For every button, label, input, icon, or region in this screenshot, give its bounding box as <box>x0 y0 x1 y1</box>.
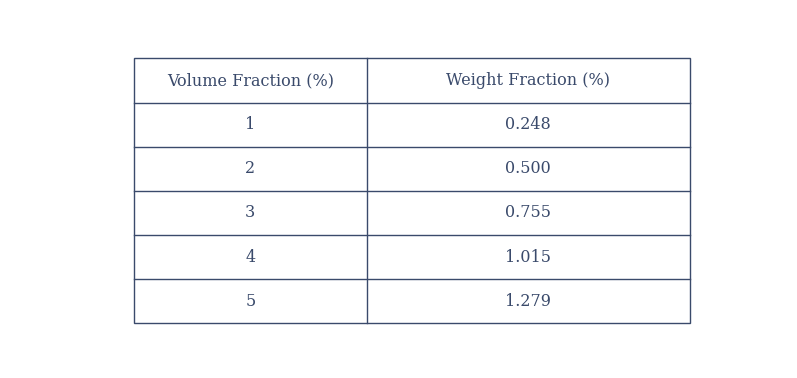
Text: 4: 4 <box>245 249 255 266</box>
Text: 3: 3 <box>245 204 256 222</box>
Text: 0.248: 0.248 <box>505 116 552 133</box>
Text: 0.500: 0.500 <box>505 160 552 177</box>
Text: Weight Fraction (%): Weight Fraction (%) <box>446 72 611 89</box>
Text: 2: 2 <box>245 160 255 177</box>
Text: 0.755: 0.755 <box>505 204 552 222</box>
Text: Volume Fraction (%): Volume Fraction (%) <box>167 72 334 89</box>
Text: 1.015: 1.015 <box>505 249 552 266</box>
Text: 1.279: 1.279 <box>505 293 552 310</box>
Text: 1: 1 <box>245 116 256 133</box>
Text: 5: 5 <box>245 293 256 310</box>
